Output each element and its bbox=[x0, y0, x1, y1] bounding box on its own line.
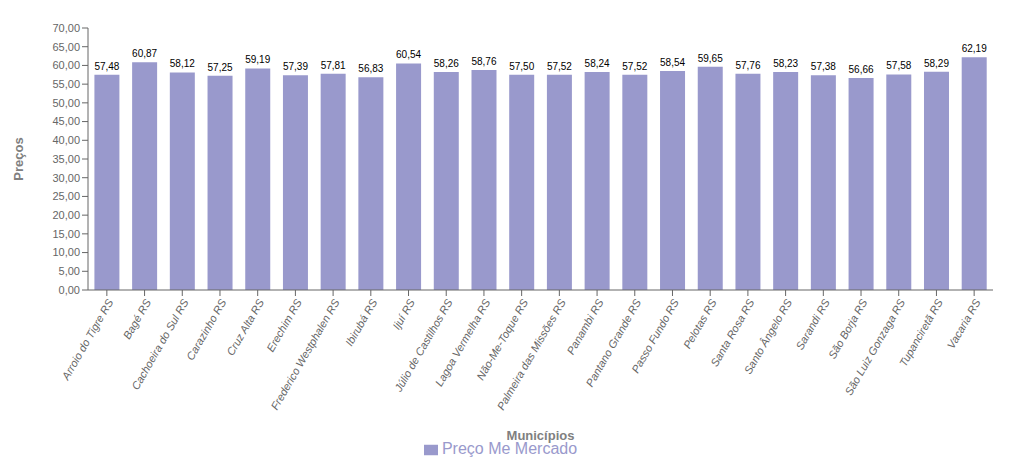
svg-text:57,58: 57,58 bbox=[886, 60, 911, 71]
svg-text:56,83: 56,83 bbox=[358, 63, 383, 74]
svg-text:58,54: 58,54 bbox=[660, 57, 685, 68]
svg-text:Pantano Grande RS: Pantano Grande RS bbox=[583, 296, 643, 388]
svg-text:58,76: 58,76 bbox=[471, 56, 496, 67]
svg-text:58,26: 58,26 bbox=[434, 58, 459, 69]
svg-text:Bagé RS: Bagé RS bbox=[121, 296, 154, 341]
svg-text:59,19: 59,19 bbox=[245, 54, 270, 65]
svg-text:São Luiz Gonzaga RS: São Luiz Gonzaga RS bbox=[842, 296, 907, 397]
svg-text:57,52: 57,52 bbox=[622, 61, 647, 72]
svg-text:Santa Rosa RS: Santa Rosa RS bbox=[708, 296, 757, 369]
svg-text:Preços: Preços bbox=[11, 137, 26, 180]
svg-text:Júlio de Castilhos RS: Júlio de Castilhos RS bbox=[392, 296, 455, 394]
svg-text:Municípios: Municípios bbox=[507, 428, 575, 443]
svg-text:55,00: 55,00 bbox=[52, 78, 80, 90]
svg-text:Não-Me-Toque RS: Não-Me-Toque RS bbox=[474, 296, 531, 382]
svg-text:5,00: 5,00 bbox=[59, 265, 80, 277]
svg-text:25,00: 25,00 bbox=[52, 190, 80, 202]
svg-text:Erechim RS: Erechim RS bbox=[264, 296, 304, 353]
svg-text:Cachoeira do Sul RS: Cachoeira do Sul RS bbox=[129, 296, 191, 392]
svg-text:Ibirubá RS: Ibirubá RS bbox=[343, 296, 380, 348]
svg-text:Pelotas RS: Pelotas RS bbox=[681, 296, 719, 350]
svg-text:20,00: 20,00 bbox=[52, 209, 80, 221]
svg-text:30,00: 30,00 bbox=[52, 172, 80, 184]
svg-text:Santo Ângelo RS: Santo Ângelo RS bbox=[742, 296, 795, 376]
svg-text:45,00: 45,00 bbox=[52, 115, 80, 127]
svg-text:58,29: 58,29 bbox=[924, 58, 949, 69]
svg-text:60,54: 60,54 bbox=[396, 49, 421, 60]
svg-text:35,00: 35,00 bbox=[52, 153, 80, 165]
svg-text:Cruz Alta RS: Cruz Alta RS bbox=[224, 296, 266, 357]
svg-text:Carazinho RS: Carazinho RS bbox=[184, 296, 229, 362]
svg-text:40,00: 40,00 bbox=[52, 134, 80, 146]
svg-text:Ijuí RS: Ijuí RS bbox=[390, 296, 417, 331]
svg-text:50,00: 50,00 bbox=[52, 97, 80, 109]
svg-text:58,12: 58,12 bbox=[170, 58, 195, 69]
svg-text:Palmeira das Missões RS: Palmeira das Missões RS bbox=[494, 296, 568, 412]
svg-text:Frederico Westphalen RS: Frederico Westphalen RS bbox=[268, 296, 342, 411]
svg-text:65,00: 65,00 bbox=[52, 41, 80, 53]
svg-text:60,87: 60,87 bbox=[132, 48, 157, 59]
svg-text:Lagoa Vermelha RS: Lagoa Vermelha RS bbox=[432, 296, 493, 389]
svg-text:São Borja RS: São Borja RS bbox=[826, 296, 870, 360]
svg-text:Panambi RS: Panambi RS bbox=[564, 296, 606, 356]
svg-text:Arroio do Tigre RS: Arroio do Tigre RS bbox=[59, 296, 116, 382]
svg-text:0,00: 0,00 bbox=[59, 284, 80, 296]
svg-text:57,50: 57,50 bbox=[509, 61, 534, 72]
svg-text:57,38: 57,38 bbox=[811, 61, 836, 72]
svg-text:Tupanciretã RS: Tupanciretã RS bbox=[897, 296, 946, 368]
svg-text:59,65: 59,65 bbox=[698, 53, 723, 64]
svg-text:10,00: 10,00 bbox=[52, 246, 80, 258]
svg-text:62,19: 62,19 bbox=[962, 43, 987, 54]
svg-text:58,24: 58,24 bbox=[585, 58, 610, 69]
svg-text:Passo Fundo RS: Passo Fundo RS bbox=[629, 296, 681, 375]
svg-text:70,00: 70,00 bbox=[52, 22, 80, 34]
svg-text:57,76: 57,76 bbox=[735, 60, 760, 71]
svg-text:57,25: 57,25 bbox=[208, 62, 233, 73]
svg-text:57,39: 57,39 bbox=[283, 61, 308, 72]
svg-text:56,66: 56,66 bbox=[849, 64, 874, 75]
svg-text:57,48: 57,48 bbox=[94, 61, 119, 72]
svg-text:57,52: 57,52 bbox=[547, 61, 572, 72]
html-text:Preço Me Mercado: Preço Me Mercado bbox=[441, 440, 578, 457]
svg-text:57,81: 57,81 bbox=[321, 60, 346, 71]
svg-text:58,23: 58,23 bbox=[773, 58, 798, 69]
svg-text:15,00: 15,00 bbox=[52, 228, 80, 240]
svg-text:Sarandi RS: Sarandi RS bbox=[793, 296, 832, 351]
svg-text:60,00: 60,00 bbox=[52, 59, 80, 71]
svg-text:Vacaria RS: Vacaria RS bbox=[945, 296, 983, 350]
